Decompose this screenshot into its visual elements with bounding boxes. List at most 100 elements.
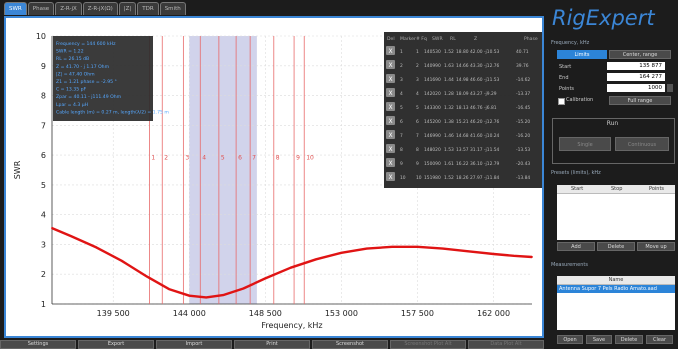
marker-table-cell: 150090 xyxy=(424,161,441,167)
swr-data-point xyxy=(146,275,148,278)
measurement-save-button[interactable]: Save xyxy=(586,335,612,344)
bottom-toolbar: Settings Export Import Print Screenshot Scree… xyxy=(0,340,546,349)
marker-table-cell: 1.46 xyxy=(444,133,454,139)
marker-table-cell: 8 xyxy=(416,147,419,153)
y-tick-label: 7 xyxy=(41,121,46,130)
marker-table-cell: -20.43 xyxy=(516,161,530,167)
swr-chart[interactable]: 1 2 3 4 5 6 7 8 9 10 139 500 144 000 148 500 153 000 1… xyxy=(6,18,542,336)
continuous-run-button[interactable]: Continuous xyxy=(615,137,669,151)
x-tick-label: 153 000 xyxy=(325,309,358,318)
swr-data-point xyxy=(391,245,394,248)
marker-table-cell: 43.30 -j12.76 xyxy=(470,63,500,69)
marker-table-cell: 145200 xyxy=(424,119,441,125)
marker-label-7: 7 xyxy=(252,155,256,162)
swr-data-point xyxy=(365,247,368,250)
measurement-list-item[interactable]: Antenna Supor 7 Pels Radio Amato.aad xyxy=(557,285,675,293)
marker-table-cell: 5 xyxy=(416,105,419,111)
presets-header: Start Stop Points xyxy=(557,185,675,194)
presets-col-stop: Stop xyxy=(611,186,623,192)
marker-table-cell: 148020 xyxy=(424,147,441,153)
marker-table-cell: 10 xyxy=(400,175,406,181)
swr-data-point xyxy=(168,288,170,291)
marker-table-cell: 46.76 -j6.81 xyxy=(470,105,497,111)
measurement-delete-button[interactable]: Delete xyxy=(615,335,643,344)
y-tick-label: 9 xyxy=(41,62,46,71)
swr-plot-frame[interactable]: 1 2 3 4 5 6 7 8 9 10 139 500 144 000 148 500 153 000 1… xyxy=(4,16,544,338)
marker-table-header: Del xyxy=(387,36,395,42)
cursor-info-line: SWR = 1.22 xyxy=(56,49,84,55)
marker-delete-button[interactable] xyxy=(386,116,395,125)
marker-table-header: Marker xyxy=(400,36,416,42)
marker-delete-button[interactable] xyxy=(386,46,395,55)
marker-table-cell: 14.98 xyxy=(456,77,469,83)
calibration-checkbox[interactable] xyxy=(558,98,565,105)
print-button[interactable]: Print xyxy=(234,340,310,349)
marker-delete-button[interactable] xyxy=(386,88,395,97)
limits-mode-button[interactable]: Limits xyxy=(557,50,607,59)
marker-table-cell: 1.32 xyxy=(444,105,454,111)
tab-smith[interactable]: Smith xyxy=(159,2,186,15)
preset-move-up-button[interactable]: Move up xyxy=(637,242,675,251)
tab-z-r-jx[interactable]: Z-R-jX(Ω) xyxy=(82,2,118,15)
cursor-info-line: Zpar = 40.11 - j111.49 Ohm xyxy=(56,94,122,100)
center-range-mode-button[interactable]: Center, range xyxy=(609,50,671,59)
marker-table-cell: -14.62 xyxy=(516,77,530,83)
screenshot-button[interactable]: Screenshot xyxy=(312,340,388,349)
marker-delete-button[interactable] xyxy=(386,144,395,153)
marker-delete-button[interactable] xyxy=(386,60,395,69)
screenshot-plot-alt-button[interactable]: Screenshot Plot Alt xyxy=(390,340,466,349)
measurement-clear-button[interactable]: Clear xyxy=(646,335,673,344)
marker-table-cell: 4 xyxy=(416,91,419,97)
cursor-info-line: |Z| = 47.40 Ohm xyxy=(56,71,95,77)
data-plot-alt-button[interactable]: Data Plot Alt xyxy=(468,340,544,349)
start-frequency-input[interactable]: 135 877 xyxy=(607,62,665,70)
y-axis-label: SWR xyxy=(13,160,22,179)
marker-table-cell: 2 xyxy=(416,63,419,69)
tab-phase[interactable]: Phase xyxy=(27,2,55,15)
end-label: End xyxy=(559,75,569,81)
settings-button[interactable]: Settings xyxy=(0,340,76,349)
tab-z-r-jx[interactable]: Z-R-jX xyxy=(55,2,82,15)
preset-add-button[interactable]: Add xyxy=(557,242,595,251)
measurements-list[interactable]: Name Antenna Supor 7 Pels Radio Amato.aa… xyxy=(557,276,675,330)
preset-delete-button[interactable]: Delete xyxy=(597,242,635,251)
tab-z[interactable]: |Z| xyxy=(118,2,137,15)
marker-table-cell: 13.57 xyxy=(456,147,469,153)
marker-delete-icon: X xyxy=(388,62,392,69)
export-button[interactable]: Export xyxy=(78,340,154,349)
presets-table[interactable]: Start Stop Points xyxy=(557,185,675,240)
tab-tdr[interactable]: TDR xyxy=(137,2,159,15)
marker-delete-button[interactable] xyxy=(386,74,395,83)
import-button[interactable]: Import xyxy=(156,340,232,349)
measurement-open-button[interactable]: Open xyxy=(557,335,583,344)
swr-data-point xyxy=(441,247,444,250)
y-tick-label: 1 xyxy=(41,300,46,309)
cursor-info-line: C = 13.35 pF xyxy=(56,87,87,93)
marker-table-cell: 39.76 xyxy=(516,63,529,69)
marker-table-cell: 2 xyxy=(400,63,403,69)
full-range-button[interactable]: Full range xyxy=(609,96,671,105)
marker-table-cell: 142020 xyxy=(424,91,441,97)
swr-data-point xyxy=(512,254,515,257)
swr-data-point xyxy=(340,251,343,254)
start-label: Start xyxy=(559,64,572,70)
single-run-button[interactable]: Single xyxy=(559,137,611,151)
measurements-col-name: Name xyxy=(557,276,675,285)
marker-table-cell: 9 xyxy=(400,161,403,167)
marker-table-cell: 1 xyxy=(400,49,403,55)
points-spinner[interactable] xyxy=(667,84,673,92)
marker-table-cell: 10 xyxy=(416,175,422,181)
marker-table-cell: -13.84 xyxy=(516,175,530,181)
marker-delete-button[interactable] xyxy=(386,172,395,181)
marker-table-cell: 46.20 -j12.76 xyxy=(470,119,500,125)
presets-panel: Presets (limits), kHz Start Stop Points … xyxy=(549,170,676,256)
marker-delete-button[interactable] xyxy=(386,102,395,111)
points-input[interactable]: 1000 xyxy=(607,84,665,92)
end-frequency-input[interactable]: 164 277 xyxy=(607,73,665,81)
marker-delete-button[interactable] xyxy=(386,130,395,139)
tab-swr[interactable]: SWR xyxy=(4,2,27,15)
marker-table-cell: -13.37 xyxy=(516,91,530,97)
measurements-panel: Measurements Name Antenna Supor 7 Pels R… xyxy=(549,262,676,348)
marker-delete-button[interactable] xyxy=(386,158,395,167)
